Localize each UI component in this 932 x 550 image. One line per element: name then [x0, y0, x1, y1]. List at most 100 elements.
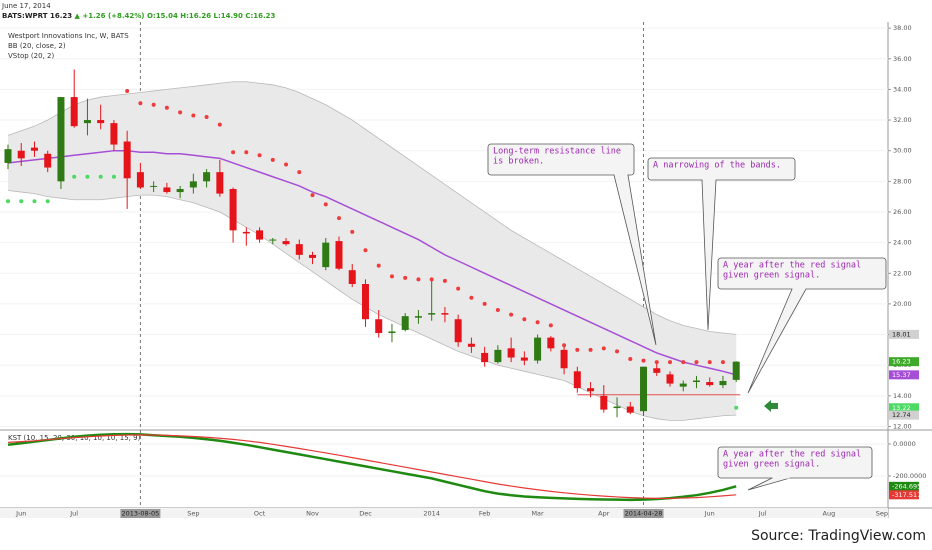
x-tick-label: Mar: [531, 510, 544, 518]
candle-body: [560, 349, 568, 369]
candle-body: [640, 366, 648, 412]
candle-body: [216, 172, 224, 194]
legend-vstop: VStop (20, 2): [8, 52, 54, 60]
quote-change: ▲ +1.26 (+8.42%): [75, 12, 145, 20]
candle-body: [428, 313, 436, 315]
candle-body: [441, 313, 449, 315]
candle-body: [309, 254, 317, 258]
y-tick-label: 34.00: [893, 85, 912, 93]
kst-line: [7, 432, 737, 502]
vstop-dot: [164, 105, 169, 110]
candle-body: [732, 361, 740, 380]
vstop-dot: [363, 248, 368, 253]
vstop-dot: [32, 199, 37, 204]
vstop-dot: [111, 174, 116, 179]
candle-body: [388, 331, 396, 334]
candle-body: [481, 352, 489, 363]
last-value-label: 13.22: [892, 404, 911, 412]
x-tick-label: Jul: [758, 510, 767, 518]
vstop-dot: [191, 113, 196, 118]
last-value-tag: [889, 370, 919, 380]
y-tick-label: 26.00: [893, 208, 912, 216]
vstop-dot: [6, 199, 10, 204]
vstop-dot: [85, 174, 90, 179]
vstop-dot: [350, 229, 355, 234]
last-value-tag: [889, 357, 919, 367]
x-tick-label: Feb: [479, 510, 491, 518]
vstop-dot: [138, 101, 143, 106]
x-tick-label: 2013-08-05: [122, 510, 160, 518]
vstop-dot: [509, 312, 514, 317]
callout-text: given green signal.: [723, 460, 820, 470]
vstop-dot: [641, 358, 646, 363]
vstop-dot: [403, 275, 408, 280]
callout-text: given green signal.: [723, 271, 820, 281]
candle-body: [242, 231, 250, 234]
last-value-tag: [889, 490, 919, 500]
candle-body: [163, 187, 171, 193]
candle-body: [507, 348, 515, 358]
chart-date: June 17, 2014: [1, 2, 51, 10]
candle-body: [348, 270, 356, 284]
vstop-dot: [416, 277, 421, 282]
vstop-dot: [204, 114, 209, 119]
callout-box: [717, 446, 873, 479]
vstop-dot: [654, 360, 659, 365]
vstop-dot: [535, 320, 540, 325]
y-tick-label: 12.00: [893, 422, 912, 430]
x-tick-label: Dec: [359, 510, 372, 518]
candle-body: [203, 172, 211, 182]
last-value-label: 18.01: [892, 330, 911, 338]
x-tick-label: Sep: [187, 510, 199, 518]
vstop-dot: [244, 150, 249, 155]
left-arrow: [764, 400, 778, 412]
x-tick-label: Aug: [823, 510, 836, 518]
last-value-tag: [889, 410, 919, 420]
callout-box: [487, 143, 635, 176]
candle-body: [666, 374, 674, 384]
candle-body: [269, 239, 277, 241]
x-tick-label: Jun: [704, 510, 715, 518]
candle-body: [282, 241, 290, 245]
candle-body: [57, 97, 65, 182]
legend-bb: BB (20, close, 2): [8, 42, 66, 50]
candle-body: [653, 368, 661, 373]
vstop-dot: [681, 360, 686, 365]
vstop-dot: [456, 286, 461, 291]
vstop-dot: [19, 199, 24, 204]
quote: BATS:WPRT 16.23 ▲ +1.26 (+8.42%) O:15.04…: [2, 12, 276, 20]
candle-body: [295, 244, 303, 255]
vstop-dot: [601, 346, 606, 351]
y-tick-label: -200.0000: [893, 472, 926, 480]
vstop-dot: [495, 308, 500, 313]
vstop-dot: [270, 157, 275, 162]
candle-body: [229, 188, 237, 231]
candle-body: [719, 380, 727, 386]
vstop-dot: [98, 174, 103, 179]
x-tick-label: Jul: [69, 510, 78, 518]
candle-body: [110, 123, 118, 145]
candle-body: [414, 316, 422, 318]
callout-text: A year after the red signal: [723, 261, 861, 271]
candle-body: [692, 380, 700, 383]
candle-body: [375, 319, 383, 334]
candle-body: [467, 343, 475, 347]
vstop-dot: [217, 122, 222, 127]
vstop-dot: [125, 88, 130, 93]
callout-text: A year after the red signal: [723, 450, 861, 460]
vstop-dot: [284, 162, 289, 167]
candle-body: [361, 283, 369, 320]
callout-box: [647, 157, 796, 181]
candle-body: [626, 406, 634, 413]
candle-body: [401, 316, 409, 330]
vstop-dot: [562, 343, 567, 348]
kst-line: [7, 434, 737, 499]
vstop-dot: [628, 357, 633, 362]
candle-body: [534, 337, 542, 361]
last-value-tag: [889, 329, 919, 339]
vstop-dot: [707, 360, 712, 365]
x-tick-label: 2014-04-28: [625, 510, 663, 518]
candle-body: [44, 153, 52, 168]
y-tick-label: 20.00: [893, 300, 912, 308]
callout-text: is broken.: [493, 157, 544, 167]
